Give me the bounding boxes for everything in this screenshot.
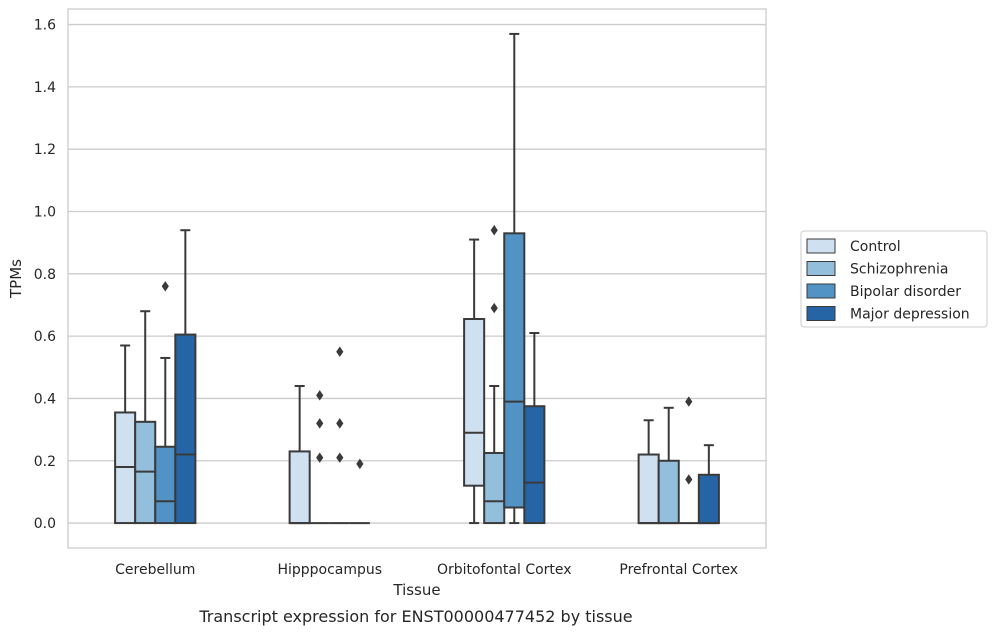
- box: [657, 459, 680, 525]
- y-tick-label: 0.8: [34, 267, 56, 283]
- x-tick-label: Cerebellum: [115, 562, 195, 578]
- box: [463, 318, 486, 487]
- outlier-point: [685, 474, 693, 485]
- y-axis-ticks: 0.0 0.2 0.4 0.6 0.8 1.0 1.2 1.4 1.6: [34, 18, 56, 532]
- legend-label: Major depression: [850, 307, 970, 323]
- box: [637, 453, 660, 525]
- series-major-depression: [174, 229, 720, 525]
- box: [503, 232, 526, 509]
- y-tick-label: 0.0: [34, 516, 56, 532]
- x-tick-label: Orbitofontal Cortex: [437, 562, 572, 578]
- y-tick-label: 1.6: [34, 18, 56, 34]
- y-tick-label: 0.2: [34, 454, 56, 470]
- plot-area-frame: [67, 8, 767, 549]
- legend-swatch: [806, 283, 836, 299]
- series-bipolar-disorder: [154, 32, 699, 525]
- legend-frame: [800, 230, 988, 328]
- outlier-point: [336, 418, 344, 429]
- box: [154, 445, 177, 525]
- legend-swatch: [806, 238, 836, 254]
- legend: Control Schizophrenia Bipolar disorder Majo…: [800, 230, 988, 328]
- y-tick-label: 1.4: [34, 80, 56, 96]
- series-schizophrenia: [134, 225, 680, 525]
- outlier-point: [685, 396, 693, 407]
- box: [174, 333, 197, 525]
- figure-caption: Transcript expression for ENST0000047745…: [198, 607, 632, 626]
- outlier-point: [336, 452, 344, 463]
- box-series: [114, 32, 720, 525]
- y-tick-label: 0.4: [34, 391, 56, 407]
- outlier-point: [490, 302, 498, 314]
- box: [483, 451, 506, 525]
- y-axis-label: TPMs: [7, 259, 25, 299]
- legend-label: Bipolar disorder: [850, 284, 961, 300]
- box: [523, 405, 546, 525]
- outlier-point: [336, 346, 344, 357]
- legend-swatch: [806, 261, 836, 276]
- outlier-point: [356, 458, 364, 470]
- legend-swatch: [806, 306, 836, 321]
- y-tick-label: 1.0: [34, 205, 56, 221]
- legend-label: Control: [850, 239, 901, 255]
- y-tick-label: 0.6: [34, 329, 56, 345]
- x-tick-label: Prefrontal Cortex: [619, 562, 738, 578]
- x-axis-label: Tissue: [392, 581, 440, 599]
- outlier-point: [316, 418, 324, 429]
- legend-label: Schizophrenia: [850, 262, 948, 278]
- outlier-point: [490, 225, 498, 236]
- outlier-point: [316, 390, 324, 401]
- series-control: [114, 238, 660, 525]
- x-axis-ticks: Cerebellum Hipppocampus Orbitofontal Corte…: [115, 562, 738, 578]
- y-tick-label: 1.2: [34, 142, 56, 158]
- outlier-point: [316, 452, 324, 463]
- outlier-point: [161, 281, 169, 292]
- x-tick-label: Hipppocampus: [277, 562, 382, 578]
- box: [697, 473, 720, 525]
- box: [288, 450, 311, 525]
